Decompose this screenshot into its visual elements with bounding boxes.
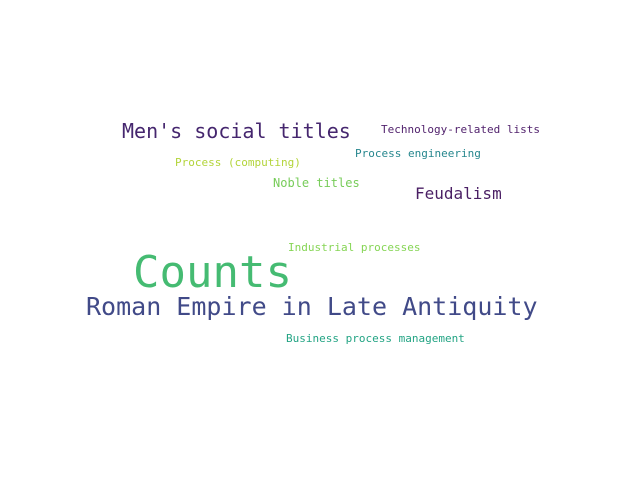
word-industrial-processes: Industrial processes xyxy=(288,241,421,254)
word-counts: Counts xyxy=(133,247,292,298)
word-process-computing: Process (computing) xyxy=(175,156,301,169)
word-mens-social-titles: Men's social titles xyxy=(122,119,351,143)
word-process-engineering: Process engineering xyxy=(355,147,481,160)
word-roman-empire-in-late-antiquity: Roman Empire in Late Antiquity xyxy=(86,292,538,321)
word-noble-titles: Noble titles xyxy=(273,176,360,190)
word-business-process-management: Business process management xyxy=(286,332,465,345)
word-technology-related-lists: Technology-related lists xyxy=(381,123,540,136)
word-feudalism: Feudalism xyxy=(415,184,502,203)
